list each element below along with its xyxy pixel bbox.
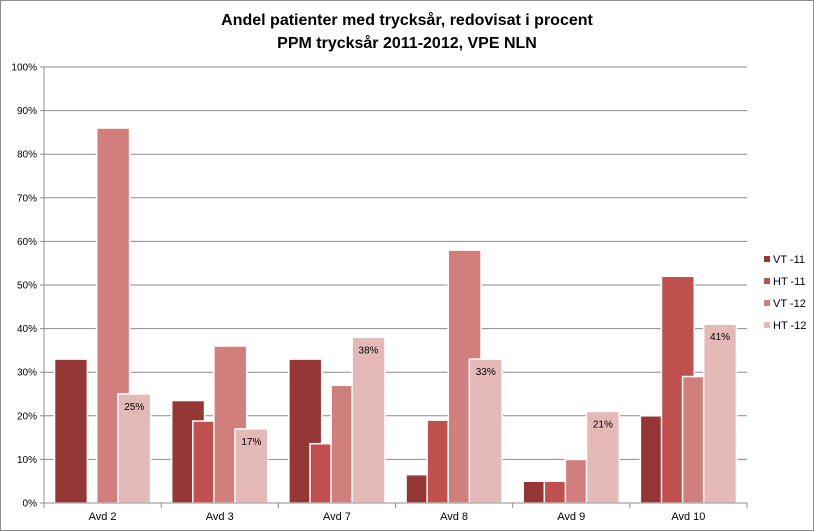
data-label: 17% bbox=[241, 437, 261, 448]
legend-swatch bbox=[764, 322, 770, 328]
bar-vt-11-avd7 bbox=[288, 358, 323, 504]
x-tick-label: Avd 2 bbox=[89, 511, 117, 523]
bar-ht-12-avd10 bbox=[702, 323, 738, 504]
bar-ht-12-avd2 bbox=[117, 393, 152, 504]
bar-ht-12-avd8 bbox=[468, 358, 503, 504]
x-tick-label: Avd 7 bbox=[323, 511, 351, 523]
bar-ht-12-avd9 bbox=[585, 410, 621, 504]
legend-swatch bbox=[764, 278, 770, 284]
legend-label: HT -11 bbox=[773, 276, 806, 288]
data-labels: 25% 17% 38% 33% 21% 41% bbox=[124, 332, 730, 448]
y-tick-label: 50% bbox=[17, 281, 37, 292]
bar-vt-11-avd2 bbox=[53, 358, 89, 504]
y-tick-label: 70% bbox=[17, 193, 37, 204]
y-tick-label: 100% bbox=[11, 63, 37, 74]
y-tick-label: 10% bbox=[17, 455, 37, 466]
bar-ht-12-avd3 bbox=[234, 428, 269, 504]
y-tick-label: 20% bbox=[17, 411, 37, 422]
y-tick-label: 40% bbox=[17, 324, 37, 335]
y-tick-label: 90% bbox=[17, 106, 37, 117]
x-tick-label: Avd 9 bbox=[557, 511, 585, 523]
bar-ht-12-avd7 bbox=[351, 336, 386, 504]
legend-label: HT -12 bbox=[773, 320, 806, 332]
y-tick-label: 60% bbox=[17, 237, 37, 248]
x-tick-label: Avd 3 bbox=[206, 511, 234, 523]
legend-swatch bbox=[764, 300, 770, 306]
y-tick-label: 0% bbox=[23, 499, 38, 510]
data-label: 33% bbox=[476, 367, 496, 378]
axes: 0% 10% 20% 30% 40% 50% 60% 70% 80% 90% 100% Avd 2 Av… bbox=[11, 63, 748, 523]
data-label: 21% bbox=[593, 419, 613, 430]
legend-swatch bbox=[764, 256, 770, 262]
legend-label: VT -11 bbox=[773, 254, 805, 266]
data-label: 41% bbox=[710, 332, 730, 343]
chart-title-line2: PPM trycksår 2011-2012, VPE NLN bbox=[277, 34, 537, 52]
chart-title-line1: Andel patienter med trycksår, redovisat … bbox=[221, 11, 593, 29]
x-tick-label: Avd 8 bbox=[440, 511, 468, 523]
y-tick-label: 30% bbox=[17, 368, 37, 379]
x-tick-label: Avd 10 bbox=[671, 511, 705, 523]
legend-label: VT -12 bbox=[773, 298, 806, 310]
bars bbox=[53, 127, 738, 504]
legend: VT -11 HT -11 VT -12 HT -12 bbox=[764, 254, 806, 332]
gridlines bbox=[44, 66, 747, 460]
data-label: 38% bbox=[359, 345, 379, 356]
data-label: 25% bbox=[124, 402, 144, 413]
y-tick-label: 80% bbox=[17, 150, 37, 161]
